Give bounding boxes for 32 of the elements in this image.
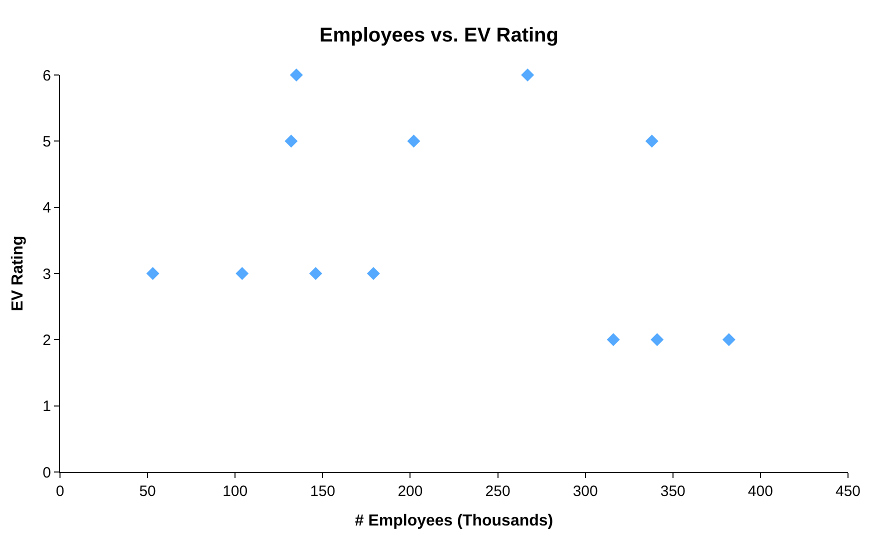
x-tick-label: 450 <box>835 483 861 500</box>
x-tick-label: 250 <box>485 483 510 500</box>
point <box>722 333 736 346</box>
x-tick-label: 0 <box>56 483 64 500</box>
x-tick-label: 400 <box>748 483 773 500</box>
point <box>606 333 620 346</box>
x-tick-label: 50 <box>139 483 156 500</box>
y-tick-label: 1 <box>42 398 51 416</box>
point <box>650 333 664 346</box>
x-tick-label: 100 <box>222 483 248 500</box>
point <box>407 134 420 148</box>
point <box>284 134 298 148</box>
y-tick-label: 3 <box>42 266 51 283</box>
y-tick-label: 2 <box>42 332 51 349</box>
x-tick-label: 350 <box>660 483 686 500</box>
y-axis-title: EV Rating <box>10 236 27 312</box>
point <box>290 68 303 82</box>
point <box>366 267 380 280</box>
x-tick-label: 300 <box>572 483 598 500</box>
point <box>309 267 322 280</box>
y-tick-label: 5 <box>42 133 51 150</box>
y-tick-label: 6 <box>42 67 51 84</box>
point <box>645 134 658 148</box>
x-tick-label: 200 <box>398 483 423 500</box>
point <box>146 267 160 280</box>
chart-title: Employees vs. EV Rating <box>320 24 558 46</box>
point <box>236 267 249 280</box>
y-tick-label: 0 <box>42 464 51 482</box>
x-axis-title: # Employees (Thousands) <box>354 512 554 530</box>
y-tick-label: 4 <box>42 200 51 217</box>
point <box>521 68 534 82</box>
x-tick-label: 150 <box>310 483 336 500</box>
